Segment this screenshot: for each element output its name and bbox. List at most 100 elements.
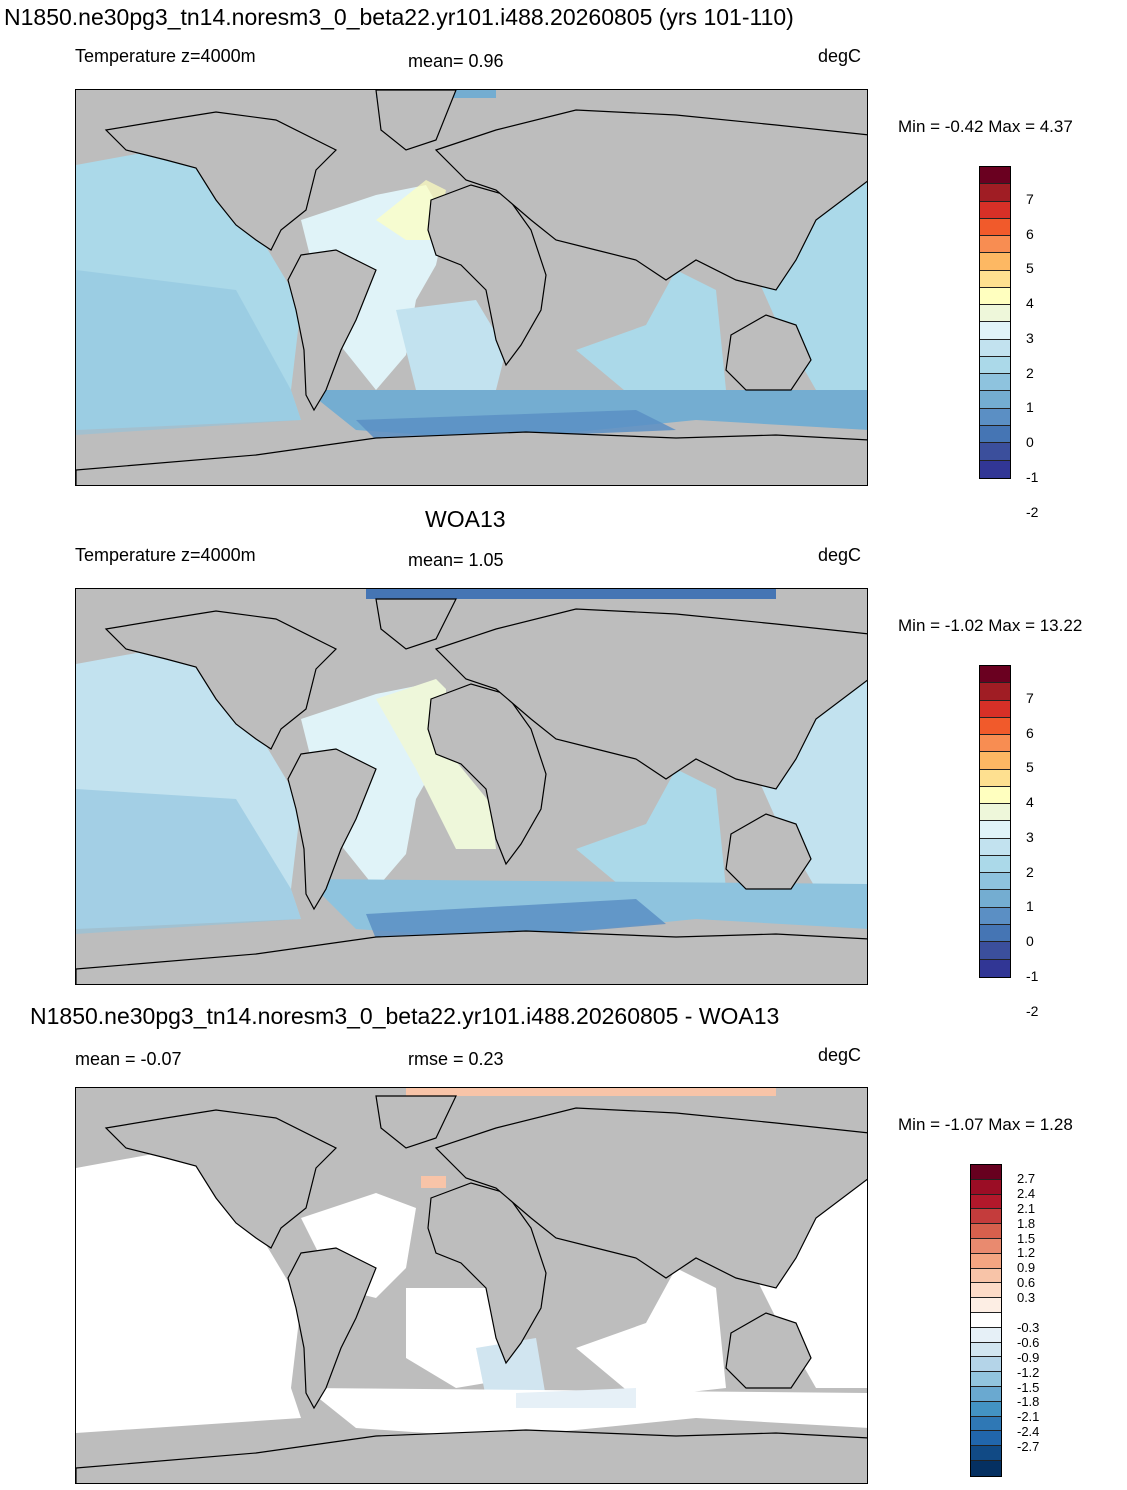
colorbar-tick-label: 5 — [1026, 260, 1034, 277]
ocean-field — [76, 90, 867, 440]
colorbar-swatch — [971, 1179, 1001, 1195]
panel-2-units: degC — [818, 545, 862, 565]
colorbar-tick-label: 2.7 — [1017, 1170, 1036, 1186]
colorbar-swatch — [980, 167, 1010, 185]
colorbar-swatch — [980, 873, 1010, 891]
colorbar-swatch — [971, 1342, 1001, 1358]
colorbar-swatch — [980, 769, 1010, 787]
colorbar-swatch — [980, 305, 1010, 323]
colorbar-swatch — [980, 184, 1010, 202]
colorbar-tick-label: 4 — [1026, 794, 1034, 811]
panel-1-field-label: Temperature z=4000m — [75, 46, 256, 66]
colorbar-swatch — [971, 1372, 1001, 1387]
colorbar-swatch — [971, 1401, 1001, 1417]
coastlines — [76, 598, 867, 984]
colorbar-swatch — [971, 1165, 1001, 1180]
colorbar-swatch — [980, 942, 1010, 960]
colorbar-swatch — [980, 717, 1010, 736]
colorbar-tick-label: -1.5 — [1017, 1379, 1040, 1395]
colorbar-tick-label: 7 — [1026, 190, 1034, 207]
panel-1-colorbar — [979, 166, 1011, 479]
colorbar-swatch — [971, 1283, 1001, 1299]
colorbar-tick-label: 1 — [1026, 898, 1034, 915]
colorbar-swatch — [980, 855, 1010, 874]
colorbar-swatch — [971, 1194, 1001, 1210]
colorbar-tick-label: 2.1 — [1017, 1200, 1036, 1216]
colorbar-swatch — [980, 683, 1010, 701]
colorbar-tick-label: -1 — [1026, 469, 1039, 485]
panel-1-minmax: Min = -0.42 Max = 4.37 — [898, 117, 1073, 136]
panel-3-rmse-label: rmse = 0.23 — [408, 1049, 504, 1069]
colorbar-tick-label: 2 — [1026, 863, 1034, 880]
panel-1-map-field — [76, 90, 867, 485]
panel-1-title: N1850.ne30pg3_tn14.noresm3_0_beta22.yr10… — [4, 4, 794, 30]
colorbar-tick-label: -0.9 — [1017, 1349, 1040, 1365]
colorbar-swatch — [980, 959, 1010, 977]
colorbar-swatch — [971, 1312, 1001, 1328]
colorbar-swatch — [971, 1238, 1001, 1254]
colorbar-tick-label: 0.6 — [1017, 1275, 1036, 1291]
colorbar-swatch — [971, 1386, 1001, 1402]
panel-3-minmax: Min = -1.07 Max = 1.28 — [898, 1115, 1073, 1134]
colorbar-swatch — [980, 666, 1010, 684]
panel-3-map — [75, 1087, 868, 1484]
colorbar-swatch — [971, 1224, 1001, 1239]
colorbar-swatch — [980, 374, 1010, 392]
colorbar-tick-label: -1.8 — [1017, 1394, 1040, 1410]
ocean-field — [76, 589, 867, 939]
colorbar-swatch — [980, 253, 1010, 271]
panel-2-map-field — [76, 589, 867, 984]
colorbar-tick-label: 6 — [1026, 225, 1034, 242]
panel-2-map — [75, 588, 868, 985]
colorbar-swatch — [980, 786, 1010, 805]
colorbar-tick-label: 1 — [1026, 399, 1034, 416]
colorbar-tick-label: 7 — [1026, 689, 1034, 706]
colorbar-swatch — [971, 1298, 1001, 1313]
colorbar-swatch — [980, 735, 1010, 753]
colorbar-tick-label: -2 — [1026, 1002, 1039, 1019]
colorbar-tick-label: -2.7 — [1017, 1439, 1040, 1455]
colorbar-tick-label: 5 — [1026, 759, 1034, 776]
colorbar-tick-label: -2 — [1026, 503, 1039, 520]
colorbar-swatch — [980, 907, 1010, 925]
colorbar-tick-label: 2 — [1026, 364, 1034, 381]
colorbar-tick-label: -1.2 — [1017, 1364, 1040, 1380]
colorbar-tick-label: 0.9 — [1017, 1260, 1036, 1276]
colorbar-tick-label: -1 — [1026, 968, 1039, 984]
panel-3-map-field — [76, 1088, 867, 1483]
colorbar-swatch — [980, 804, 1010, 822]
colorbar-swatch — [980, 339, 1010, 357]
panel-3-colorbar — [970, 1164, 1002, 1477]
colorbar-swatch — [971, 1268, 1001, 1284]
colorbar-swatch — [971, 1446, 1001, 1461]
colorbar-tick-label: -0.6 — [1017, 1334, 1040, 1350]
colorbar-swatch — [980, 425, 1010, 444]
colorbar-tick-label: 3 — [1026, 329, 1034, 346]
coastlines — [76, 1095, 867, 1483]
colorbar-tick-label: 6 — [1026, 724, 1034, 741]
colorbar-tick-label: 0 — [1026, 434, 1034, 451]
colorbar-tick-label: -0.3 — [1017, 1319, 1040, 1335]
colorbar-swatch — [980, 287, 1010, 306]
panel-2-mean-label: mean= 1.05 — [408, 550, 504, 570]
colorbar-tick-label: 1.8 — [1017, 1215, 1036, 1231]
colorbar-swatch — [980, 752, 1010, 770]
colorbar-swatch — [980, 201, 1010, 219]
colorbar-swatch — [980, 460, 1010, 478]
panel-3-units: degC — [818, 1045, 862, 1065]
colorbar-swatch — [971, 1209, 1001, 1225]
colorbar-swatch — [980, 236, 1010, 254]
colorbar-tick-label: 4 — [1026, 295, 1034, 312]
colorbar-swatch — [971, 1357, 1001, 1373]
colorbar-swatch — [980, 890, 1010, 908]
colorbar-swatch — [980, 443, 1010, 461]
colorbar-tick-label: 3 — [1026, 828, 1034, 845]
colorbar-swatch — [971, 1253, 1001, 1269]
panel-2-title: WOA13 — [425, 506, 506, 532]
colorbar-swatch — [980, 821, 1010, 839]
colorbar-tick-label: -2.4 — [1017, 1424, 1040, 1440]
colorbar-swatch — [980, 218, 1010, 237]
panel-2-colorbar — [979, 665, 1011, 978]
panel-1-mean-label: mean= 0.96 — [408, 51, 504, 71]
colorbar-swatch — [980, 270, 1010, 288]
